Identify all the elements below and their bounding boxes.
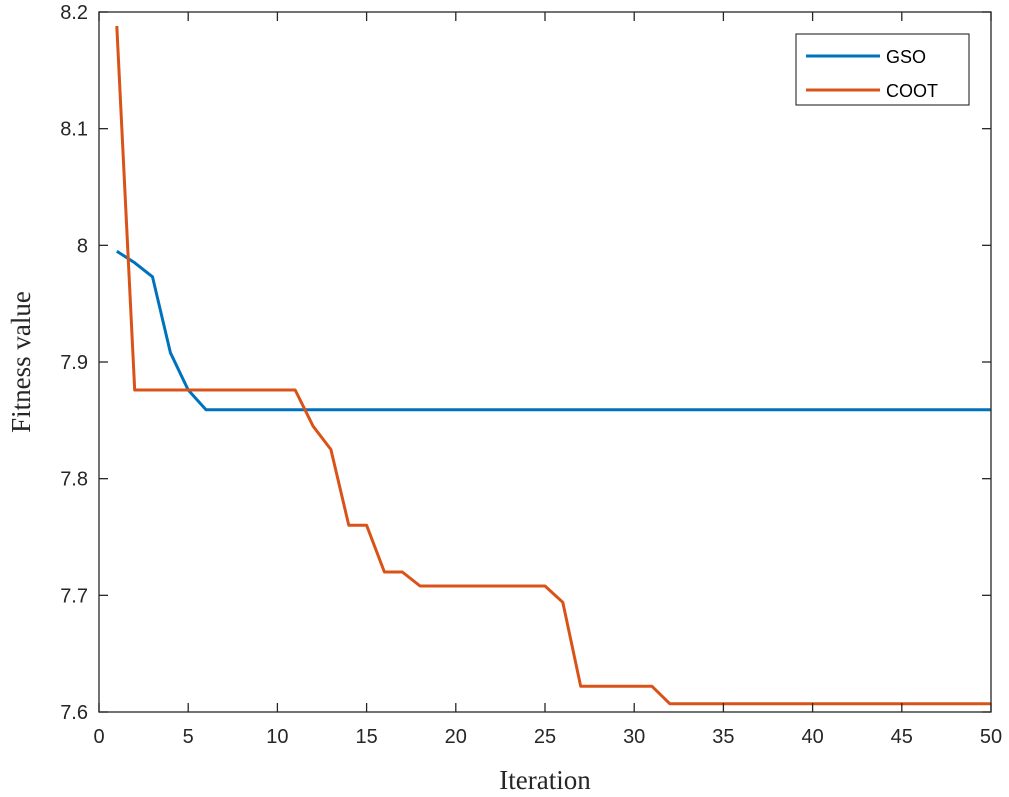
y-tick-label: 8.2	[60, 2, 88, 24]
x-tick-label: 5	[183, 726, 194, 748]
legend-label-coot: COOT	[886, 81, 938, 101]
x-tick-label: 40	[801, 726, 823, 748]
y-tick-label: 8.1	[60, 119, 88, 141]
series-layer	[115, 25, 991, 706]
legend-box	[795, 33, 970, 106]
legend: GSO COOT	[795, 33, 970, 106]
x-tick-label: 35	[712, 726, 734, 748]
y-tick-label: 7.8	[60, 469, 88, 491]
x-ticks: 0 5 10 15 20 25 30 35 40 45 50	[93, 12, 1002, 748]
y-tick-label: 7.6	[60, 702, 88, 724]
x-tick-label: 50	[980, 726, 1002, 748]
plot-area	[99, 12, 991, 712]
y-tick-label: 7.9	[60, 352, 88, 374]
x-tick-label: 30	[623, 726, 645, 748]
x-tick-label: 15	[355, 726, 377, 748]
y-axis-title: Fitness value	[6, 291, 36, 433]
y-tick-label: 8	[77, 235, 88, 257]
series-line-coot	[115, 25, 991, 706]
legend-label-gso: GSO	[886, 47, 926, 67]
y-tick-label: 7.7	[60, 585, 88, 607]
x-tick-label: 45	[891, 726, 913, 748]
x-tick-label: 10	[266, 726, 288, 748]
series-line-gso	[115, 249, 991, 412]
x-tick-label: 20	[445, 726, 467, 748]
x-tick-label: 25	[534, 726, 556, 748]
x-axis-title: Iteration	[499, 765, 591, 795]
x-tick-label: 0	[93, 726, 104, 748]
y-ticks: 7.6 7.7 7.8 7.9 8 8.1 8.2	[60, 2, 991, 724]
